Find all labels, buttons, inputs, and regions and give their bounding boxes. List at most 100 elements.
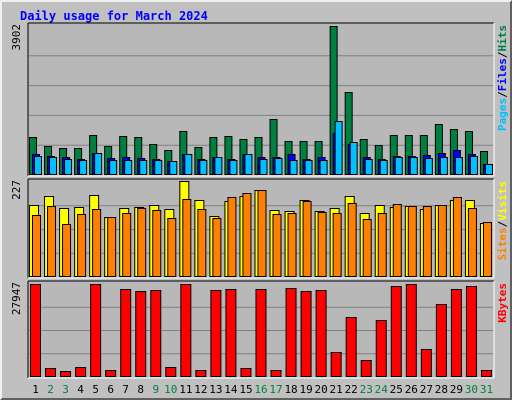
bar-sites-day-6 [107,217,117,277]
bar-sites-day-20 [317,212,327,277]
bar-sites-day-5 [92,209,102,277]
bar-kbytes-day-26 [405,284,417,377]
bar-sites-day-28 [437,205,447,277]
bar-pages-day-27 [424,158,433,175]
legend-entry-hits: Hits [496,25,509,52]
bar-kbytes-day-29 [450,289,462,377]
bar-sites-day-25 [392,204,402,277]
x-tick-label-day-24: 24 [375,383,389,396]
bar-sites-day-1 [32,215,41,277]
bar-kbytes-day-14 [225,289,237,377]
bar-pages-day-30 [469,156,478,175]
x-tick-label-day-1: 1 [32,383,39,396]
bar-sites-day-30 [467,208,477,277]
bar-pages-day-15 [244,154,253,175]
legend-hits-files-pages: Pages/Files/Hits [496,25,509,131]
x-tick-label-day-28: 28 [435,383,448,396]
bar-pages-day-22 [349,142,358,175]
bar-kbytes-day-2 [45,368,57,377]
y-scale-label-visits-sites: 227 [10,180,23,200]
bar-pages-day-26 [409,157,418,175]
bar-kbytes-day-1 [30,284,41,377]
x-tick-label-day-17: 17 [269,383,282,396]
bar-kbytes-day-13 [210,290,222,377]
bar-sites-day-2 [47,206,57,277]
bar-kbytes-day-18 [285,288,297,377]
x-tick-label-day-19: 19 [299,383,312,396]
bar-kbytes-day-17 [270,370,282,377]
bar-kbytes-day-3 [60,371,72,377]
bar-sites-day-11 [182,199,192,277]
bar-sites-day-15 [242,193,252,277]
x-tick-label-day-20: 20 [315,383,328,396]
x-tick-label-day-11: 11 [179,383,192,396]
legend-visits-sites: Sites/Visits [496,181,509,261]
x-tick-label-day-2: 2 [47,383,54,396]
bar-kbytes-day-12 [195,370,207,377]
bar-sites-day-17 [272,214,282,277]
bar-kbytes-day-6 [105,370,117,377]
x-tick-label-day-15: 15 [239,383,252,396]
bar-kbytes-day-9 [150,290,162,377]
x-tick-label-day-10: 10 [164,383,177,396]
x-tick-label-day-31: 31 [480,383,493,396]
bar-pages-day-24 [379,160,388,175]
bar-sites-day-18 [287,213,297,277]
bar-sites-day-13 [212,218,222,277]
y-scale-label-kbytes: 27947 [10,282,23,315]
x-tick-label-day-13: 13 [209,383,222,396]
legend-entry-sites: Sites [496,227,509,260]
bar-pages-day-6 [109,160,118,175]
x-tick-label-day-27: 27 [420,383,433,396]
bar-sites-day-3 [62,224,72,277]
x-tick-label-day-25: 25 [390,383,403,396]
bar-sites-day-27 [422,206,432,277]
legend-entry-pages: Pages [496,98,509,131]
bar-sites-day-31 [482,222,492,277]
bar-pages-day-20 [319,160,328,175]
bar-sites-day-19 [302,201,312,277]
bar-kbytes-day-30 [465,286,477,377]
bar-pages-day-29 [454,157,463,175]
legend-entry-kbytes: KBytes [496,283,509,323]
bar-sites-day-9 [152,210,162,277]
bar-sites-day-21 [332,213,342,277]
bar-pages-day-2 [49,157,58,175]
bar-pages-day-28 [439,157,448,175]
bar-kbytes-day-23 [360,360,372,377]
x-tick-label-day-5: 5 [92,383,99,396]
bar-pages-day-21 [334,121,343,175]
bar-sites-day-4 [77,214,87,277]
x-tick-label-day-9: 9 [152,383,159,396]
bar-sites-day-26 [407,206,417,277]
bar-kbytes-day-25 [390,286,402,377]
x-tick-label-day-8: 8 [137,383,144,396]
bar-pages-day-13 [214,157,223,175]
legend-entry-visits: Visits [496,181,509,221]
x-tick-label-day-22: 22 [345,383,358,396]
legend-separator: / [496,91,509,98]
bar-pages-day-8 [139,160,148,175]
bar-pages-day-14 [229,160,238,175]
y-scale-label-hits-files-pages: 3902 [10,24,23,51]
bar-sites-day-16 [257,190,267,277]
bar-kbytes-day-22 [345,317,357,377]
bar-pages-day-1 [34,156,42,175]
x-tick-label-day-7: 7 [122,383,129,396]
bar-kbytes-day-21 [330,352,342,377]
legend-kbytes: KBytes [496,283,509,323]
bar-sites-day-23 [362,219,372,277]
bar-pages-day-17 [274,158,283,175]
x-tick-label-day-29: 29 [450,383,463,396]
x-tick-label-day-14: 14 [224,383,238,396]
bar-pages-day-12 [199,160,208,175]
bar-kbytes-day-28 [435,304,447,377]
x-tick-label-day-12: 12 [194,383,207,396]
bar-kbytes-day-20 [315,290,327,377]
bar-sites-day-24 [377,213,387,277]
bar-kbytes-day-19 [300,291,312,377]
bar-kbytes-day-5 [90,284,102,377]
bar-kbytes-day-10 [165,367,177,377]
